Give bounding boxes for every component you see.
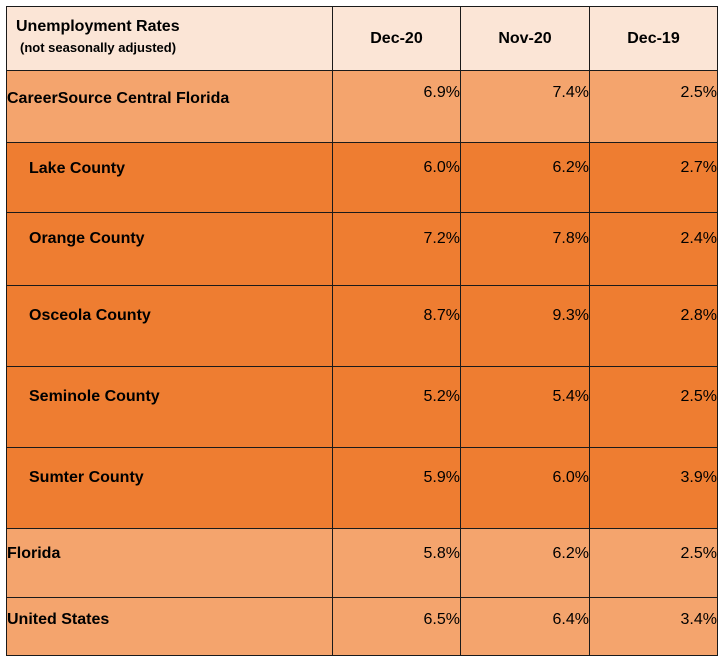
column-header-nov-20: Nov-20 [460, 6, 590, 71]
table-row-orange-county: Orange County 7.2% 7.8% 2.4% [6, 212, 718, 286]
value-cell-dec-20: 7.2% [332, 212, 461, 286]
row-label: Sumter County [6, 447, 333, 529]
table-row-careersource-central-florida: CareerSource Central Florida 6.9% 7.4% 2… [6, 70, 718, 143]
column-header-dec-19: Dec-19 [589, 6, 718, 71]
value-cell-dec-19: 2.7% [589, 142, 718, 213]
value-cell-nov-20: 6.4% [460, 597, 590, 656]
column-header-dec-20: Dec-20 [332, 6, 461, 71]
value-cell-dec-19: 2.8% [589, 285, 718, 367]
row-label: Orange County [6, 212, 333, 286]
value-cell-dec-20: 5.9% [332, 447, 461, 529]
row-label: Seminole County [6, 366, 333, 448]
header-label-cell: Unemployment Rates (not seasonally adjus… [6, 6, 333, 71]
value-cell-dec-19: 2.5% [589, 366, 718, 448]
value-cell-dec-20: 6.0% [332, 142, 461, 213]
value-cell-nov-20: 5.4% [460, 366, 590, 448]
value-cell-dec-19: 2.5% [589, 528, 718, 598]
table-row-seminole-county: Seminole County 5.2% 5.4% 2.5% [6, 366, 718, 448]
row-label: Florida [6, 528, 333, 598]
value-cell-dec-20: 5.2% [332, 366, 461, 448]
table-row-united-states: United States 6.5% 6.4% 3.4% [6, 597, 718, 656]
row-label: CareerSource Central Florida [6, 70, 333, 143]
row-label: Osceola County [6, 285, 333, 367]
value-cell-nov-20: 6.2% [460, 142, 590, 213]
value-cell-nov-20: 9.3% [460, 285, 590, 367]
value-cell-nov-20: 7.4% [460, 70, 590, 143]
table-row-lake-county: Lake County 6.0% 6.2% 2.7% [6, 142, 718, 213]
value-cell-dec-19: 2.4% [589, 212, 718, 286]
value-cell-dec-20: 6.9% [332, 70, 461, 143]
table-row-osceola-county: Osceola County 8.7% 9.3% 2.8% [6, 285, 718, 367]
table-title: Unemployment Rates [16, 18, 180, 35]
value-cell-nov-20: 6.2% [460, 528, 590, 598]
value-cell-dec-19: 3.4% [589, 597, 718, 656]
table-row-sumter-county: Sumter County 5.9% 6.0% 3.9% [6, 447, 718, 529]
unemployment-rates-table: Unemployment Rates (not seasonally adjus… [6, 6, 718, 656]
value-cell-dec-20: 5.8% [332, 528, 461, 598]
table-subtitle: (not seasonally adjusted) [20, 40, 177, 55]
value-cell-dec-20: 6.5% [332, 597, 461, 656]
value-cell-dec-19: 3.9% [589, 447, 718, 529]
row-label: United States [6, 597, 333, 656]
value-cell-dec-19: 2.5% [589, 70, 718, 143]
value-cell-nov-20: 6.0% [460, 447, 590, 529]
value-cell-dec-20: 8.7% [332, 285, 461, 367]
row-label: Lake County [6, 142, 333, 213]
table-row-florida: Florida 5.8% 6.2% 2.5% [6, 528, 718, 598]
header-row: Unemployment Rates (not seasonally adjus… [6, 6, 718, 71]
value-cell-nov-20: 7.8% [460, 212, 590, 286]
